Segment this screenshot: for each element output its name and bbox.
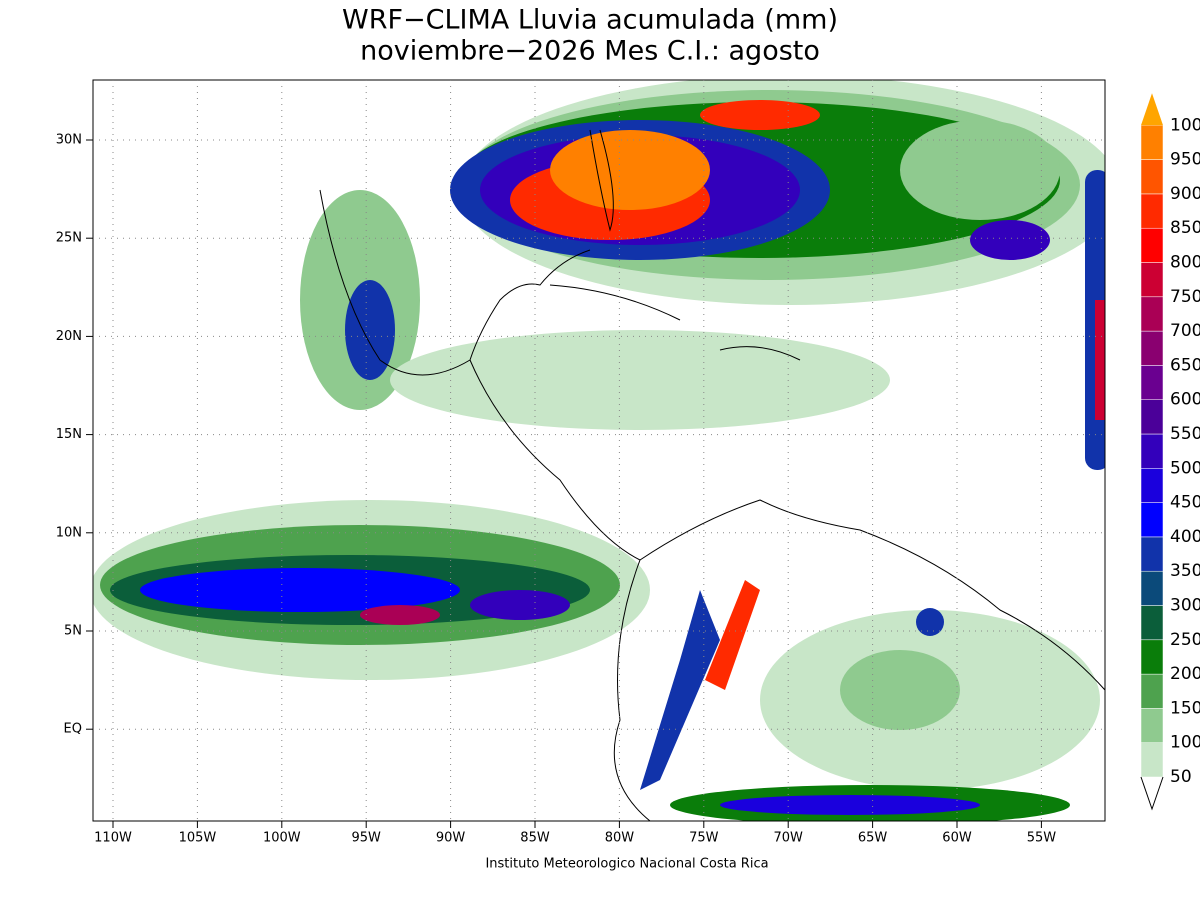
x-tick-label: 95W [351, 831, 381, 846]
colorbar-label: 400 [1170, 527, 1200, 547]
colorbar-segment [1140, 536, 1164, 572]
x-tick-label: 100W [263, 831, 301, 846]
colorbar-label: 800 [1170, 253, 1200, 273]
colorbar-label: 450 [1170, 493, 1200, 513]
x-tick-label: 105W [179, 831, 217, 846]
colorbar-label: 900 [1170, 184, 1200, 204]
colorbar-label: 300 [1170, 596, 1200, 616]
colorbar-segment [1140, 639, 1164, 675]
y-tick-label: 10N [56, 525, 82, 540]
colorbar-label: 350 [1170, 561, 1200, 581]
x-tick-label: 55W [1027, 831, 1057, 846]
colorbar-label: 100 [1170, 115, 1200, 135]
colorbar-segment [1140, 193, 1164, 229]
colorbar-segment [1140, 673, 1164, 709]
x-tick-label: 60W [942, 831, 972, 846]
colorbar-segment [1140, 296, 1164, 332]
colorbar-label: 700 [1170, 321, 1200, 341]
colorbar-segment [1140, 570, 1164, 606]
colorbar-segment [1140, 227, 1164, 263]
x-tick-label: 90W [436, 831, 466, 846]
colorbar-segment [1140, 330, 1164, 366]
x-tick-label: 85W [520, 831, 550, 846]
subtitle: noviembre−2026 Mes C.I.: agosto [360, 36, 820, 67]
colorbar-label: 100 [1170, 733, 1200, 753]
y-tick-label: 30N [56, 133, 82, 148]
colorbar-segment [1140, 742, 1164, 778]
colorbar-segment [1140, 399, 1164, 435]
y-tick-label: 20N [56, 329, 82, 344]
y-tick-label: EQ [64, 722, 82, 737]
x-tick-label: 65W [858, 831, 888, 846]
colorbar-label: 850 [1170, 218, 1200, 238]
title: WRF−CLIMA Lluvia acumulada (mm) [342, 5, 838, 36]
colorbar-label: 950 [1170, 150, 1200, 170]
colorbar-segment [1140, 433, 1164, 469]
colorbar-label: 50 [1170, 767, 1192, 787]
colorbar-segment [1140, 262, 1164, 298]
colorbar-label: 200 [1170, 664, 1200, 684]
colorbar-segment [1140, 365, 1164, 400]
x-tick-label: 75W [689, 831, 719, 846]
colorbar-segment [1140, 502, 1164, 538]
colorbar-label: 750 [1170, 287, 1200, 307]
colorbar-arrow [1141, 93, 1163, 126]
coastlines [319, 129, 1106, 822]
colorbar-label: 250 [1170, 630, 1200, 650]
x-tick-label: 110W [94, 831, 132, 846]
x-tick-label: 80W [605, 831, 635, 846]
x-tick-label: 70W [773, 831, 803, 846]
y-tick-label: 25N [56, 231, 82, 246]
y-tick-label: 15N [56, 427, 82, 442]
colorbar-segment [1140, 708, 1164, 743]
colorbar-segment [1140, 125, 1164, 160]
colorbar-tail [1140, 776, 1164, 811]
credit: Instituto Meteorologico Nacional Costa R… [485, 857, 768, 872]
rain-field [93, 80, 1105, 821]
colorbar-label: 500 [1170, 458, 1200, 478]
colorbar-segment [1140, 468, 1164, 503]
colorbar-segment [1140, 159, 1164, 195]
colorbar-label: 550 [1170, 424, 1200, 444]
colorbar-segment [1140, 605, 1164, 641]
colorbar-label: 150 [1170, 698, 1200, 718]
map-frame [92, 79, 1106, 822]
y-tick-label: 5N [64, 624, 82, 639]
colorbar-label: 600 [1170, 390, 1200, 410]
colorbar-label: 650 [1170, 355, 1200, 375]
